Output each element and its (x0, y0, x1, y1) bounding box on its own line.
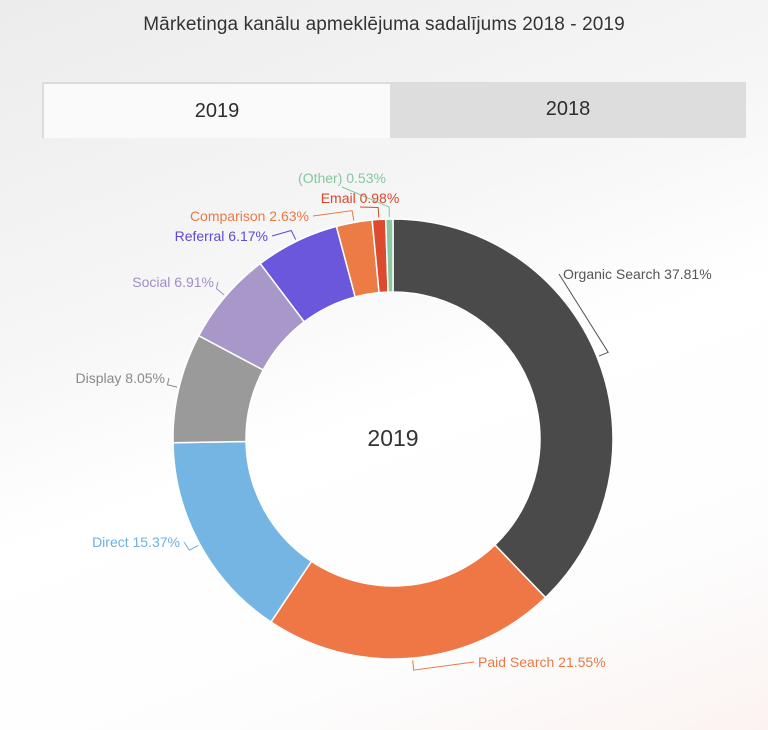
leader-line-email (359, 206, 380, 218)
tab-2019[interactable]: 2019 (42, 82, 390, 138)
leader-line-referral (271, 229, 297, 240)
leader-line-display (166, 377, 178, 388)
chart-title: Mārketinga kanālu apmeklējuma sadalījums… (143, 14, 625, 35)
slice-label-organic-search: Organic Search 37.81% (563, 266, 712, 282)
leader-line-social (215, 281, 225, 296)
leader-line-paid-search (412, 660, 475, 671)
slice-label-email: Email 0.98% (321, 190, 400, 206)
donut-slice-paid-search[interactable] (269, 543, 547, 660)
slice-label-direct: Direct 15.37% (92, 534, 180, 550)
slice-label-comparison: Comparison 2.63% (190, 208, 309, 224)
leader-line-organic-search (558, 273, 609, 357)
tab-2018[interactable]: 2018 (390, 82, 746, 138)
donut-slice-other[interactable] (384, 218, 394, 293)
slice-label-paid-search: Paid Search 21.55% (478, 654, 606, 670)
slice-label-other: (Other) 0.53% (298, 170, 386, 186)
year-tabs: 2019 2018 (42, 82, 746, 138)
slice-label-social: Social 6.91% (132, 274, 214, 290)
donut-center-label: 2019 (367, 425, 418, 451)
leader-line-direct (183, 541, 199, 551)
slice-label-display: Display 8.05% (76, 370, 166, 386)
slice-label-referral: Referral 6.17% (175, 228, 268, 244)
donut-slice-organic-search[interactable] (392, 218, 614, 599)
leader-line-other (341, 186, 390, 218)
leader-line-comparison (312, 210, 355, 221)
